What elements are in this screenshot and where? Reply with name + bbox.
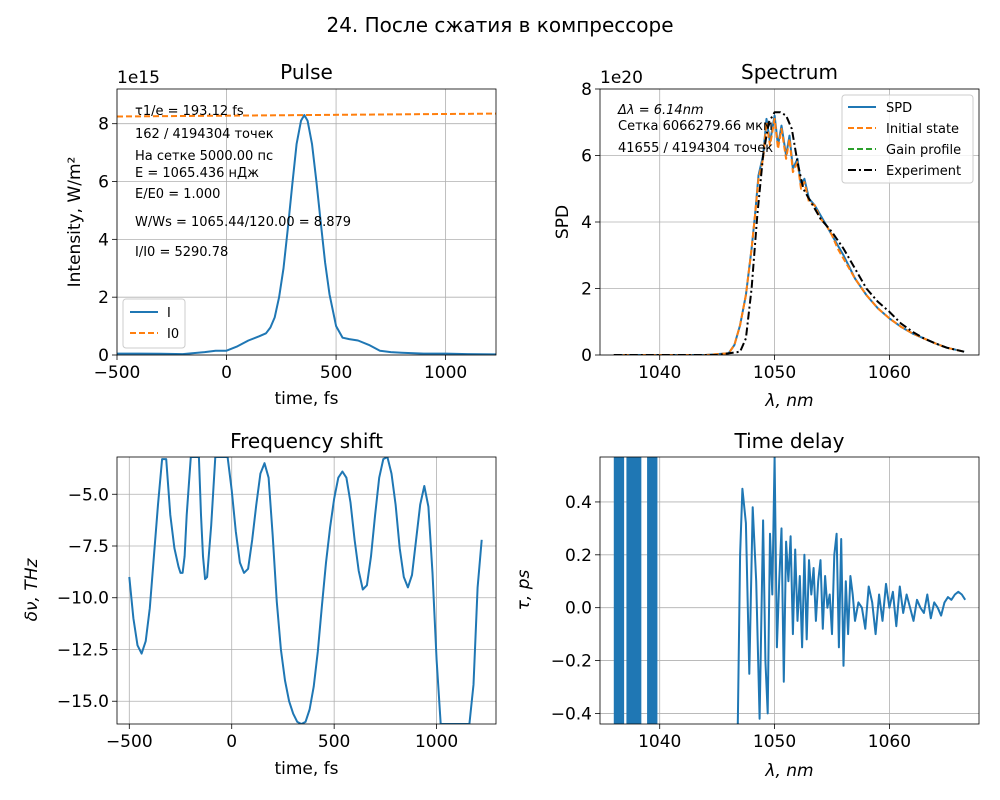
freqshift-title: Frequency shift: [230, 429, 383, 453]
freqshift-ytick-label: −10.0: [57, 589, 109, 609]
spectrum-annotations: Δλ = 6.14nm Сетка 6066279.66 мкм 41655 /…: [617, 103, 773, 156]
spectrum-xlabel: λ, nm: [764, 391, 813, 411]
pulse-annotation-w-ratio: W/Ws = 1065.44/120.00 = 8.879: [135, 215, 351, 230]
spectrum-legend-label-spd: SPD: [886, 101, 912, 116]
spectrum-legend-label-initial: Initial state: [886, 122, 959, 137]
spectrum-plot-area: [613, 111, 965, 355]
spectrum-xtick-label: 1040: [638, 363, 681, 383]
spectrum-annotation-points: 41655 / 4194304 точек: [618, 141, 773, 156]
timedelay-ytick-label: 0.2: [565, 546, 592, 566]
timedelay-series-line: [736, 457, 967, 724]
spectrum-ylabel: SPD: [553, 205, 573, 239]
pulse-xtick-label: 500: [320, 363, 352, 383]
spectrum-series-initial-state: [613, 117, 965, 355]
pulse-plot-area: [117, 112, 496, 355]
freqshift-series-line: [128, 457, 483, 724]
spectrum-legend-label-gain: Gain profile: [886, 143, 961, 158]
timedelay-ytick-label: −0.2: [551, 652, 592, 672]
pulse-title: Pulse: [280, 60, 333, 84]
timedelay-xtick-label: 1040: [638, 732, 681, 752]
pulse-annotation-grid: На сетке 5000.00 пс: [135, 149, 273, 164]
spectrum-legend-box: [841, 94, 974, 184]
pulse-legend-label-i: I: [167, 306, 171, 321]
freqshift-ytick-label: −7.5: [68, 537, 109, 557]
freqshift-xtick-label: −500: [106, 732, 153, 752]
pulse-annotation-i-ratio: I/I0 = 5290.78: [135, 245, 228, 260]
spectrum-offset-text: 1e20: [600, 68, 643, 88]
spectrum-annotation-grid: Сетка 6066279.66 мкм: [618, 119, 773, 134]
freqshift-grid: [117, 457, 496, 724]
timedelay-plot-area: [613, 457, 967, 724]
pulse-ylabel: Intensity, W/m²: [65, 157, 85, 288]
pulse-ytick-label: 0: [98, 346, 109, 366]
pulse-offset-text: 1e15: [117, 68, 160, 88]
pulse-panel: Pulse 1e15 time, fs Intensity, W/m² −500…: [65, 60, 497, 409]
spectrum-ticks: 1040 1050 1060 0 2 4 6 8: [581, 80, 911, 383]
pulse-annotation-tau: τ1/e = 193.12 fs: [135, 104, 244, 119]
freqshift-ticks: −500 0 500 1000 −15.0 −12.5 −10.0 −7.5 −5.0: [57, 485, 458, 752]
timedelay-xlabel: λ, nm: [764, 761, 813, 781]
figure-suptitle: 24. После сжатия в компрессоре: [326, 13, 673, 37]
spectrum-ytick-label: 2: [581, 280, 592, 300]
timedelay-title: Time delay: [734, 429, 845, 453]
spectrum-xtick-label: 1050: [753, 363, 796, 383]
timedelay-ticks: 1040 1050 1060 −0.4 −0.2 0.0 0.2 0.4: [551, 493, 911, 752]
pulse-ytick-label: 4: [98, 230, 109, 250]
freqshift-xtick-label: 500: [318, 732, 350, 752]
pulse-annotation-points: 162 / 4194304 точек: [135, 127, 274, 142]
spectrum-ytick-label: 8: [581, 80, 592, 100]
spectrum-annotation-dlambda: Δλ = 6.14nm: [617, 103, 704, 118]
freqshift-plot-area: [128, 457, 483, 724]
spectrum-panel: Spectrum 1e20 λ, nm SPD 1040 1050 1060 0 2 4 6…: [553, 60, 980, 411]
pulse-axes-frame: [116, 88, 497, 356]
spectrum-ytick-label: 4: [581, 213, 592, 233]
timedelay-panel: Time delay λ, nm τ, ps 1040 1050 1060 −0.4 −…: [514, 429, 980, 781]
spectrum-ytick-label: 6: [581, 147, 592, 167]
pulse-annotation-e-ratio: E/E0 = 1.000: [135, 187, 220, 202]
spectrum-title: Spectrum: [741, 60, 838, 84]
pulse-legend-label-i0: I0: [167, 327, 179, 342]
timedelay-band: [613, 457, 625, 724]
pulse-xtick-label: −500: [94, 363, 141, 383]
timedelay-band: [647, 457, 658, 724]
freqshift-xtick-label: 1000: [415, 732, 458, 752]
pulse-legend: I I0: [122, 298, 186, 349]
spectrum-series-experiment: [613, 111, 965, 355]
pulse-ytick-label: 6: [98, 173, 109, 193]
pulse-xlabel: time, fs: [274, 389, 338, 409]
pulse-series-i: [117, 114, 496, 355]
freqshift-xlabel: time, fs: [274, 759, 338, 779]
freqshift-ylabel: δν, THz: [22, 558, 42, 622]
freqshift-ytick-label: −15.0: [57, 692, 109, 712]
timedelay-xtick-label: 1060: [868, 732, 911, 752]
freqshift-ytick-label: −12.5: [57, 640, 109, 660]
pulse-xtick-label: 1000: [424, 363, 467, 383]
freqshift-ytick-label: −5.0: [68, 485, 109, 505]
timedelay-band: [626, 457, 642, 724]
spectrum-legend: SPD Initial state Gain profile Experimen…: [841, 94, 974, 184]
pulse-xtick-label: 0: [221, 363, 232, 383]
freqshift-panel: Frequency shift time, fs δν, THz −500 0 50…: [22, 429, 497, 779]
timedelay-axes-frame: [599, 456, 980, 725]
timedelay-ylabel: τ, ps: [514, 570, 534, 611]
pulse-annotation-energy: E = 1065.436 нДж: [135, 166, 259, 181]
pulse-annotations: τ1/e = 193.12 fs 162 / 4194304 точек На …: [135, 104, 351, 260]
freqshift-axes-frame: [116, 456, 497, 725]
timedelay-ytick-label: 0.0: [565, 599, 592, 619]
spectrum-xtick-label: 1060: [868, 363, 911, 383]
freqshift-xtick-label: 0: [226, 732, 237, 752]
pulse-ytick-label: 2: [98, 288, 109, 308]
spectrum-ytick-label: 0: [581, 346, 592, 366]
timedelay-ytick-label: −0.4: [551, 704, 592, 724]
timedelay-xtick-label: 1050: [753, 732, 796, 752]
timedelay-ytick-label: 0.4: [565, 493, 592, 513]
spectrum-legend-label-experiment: Experiment: [886, 164, 961, 179]
pulse-series-i0: [117, 112, 496, 118]
pulse-ytick-label: 8: [98, 115, 109, 135]
